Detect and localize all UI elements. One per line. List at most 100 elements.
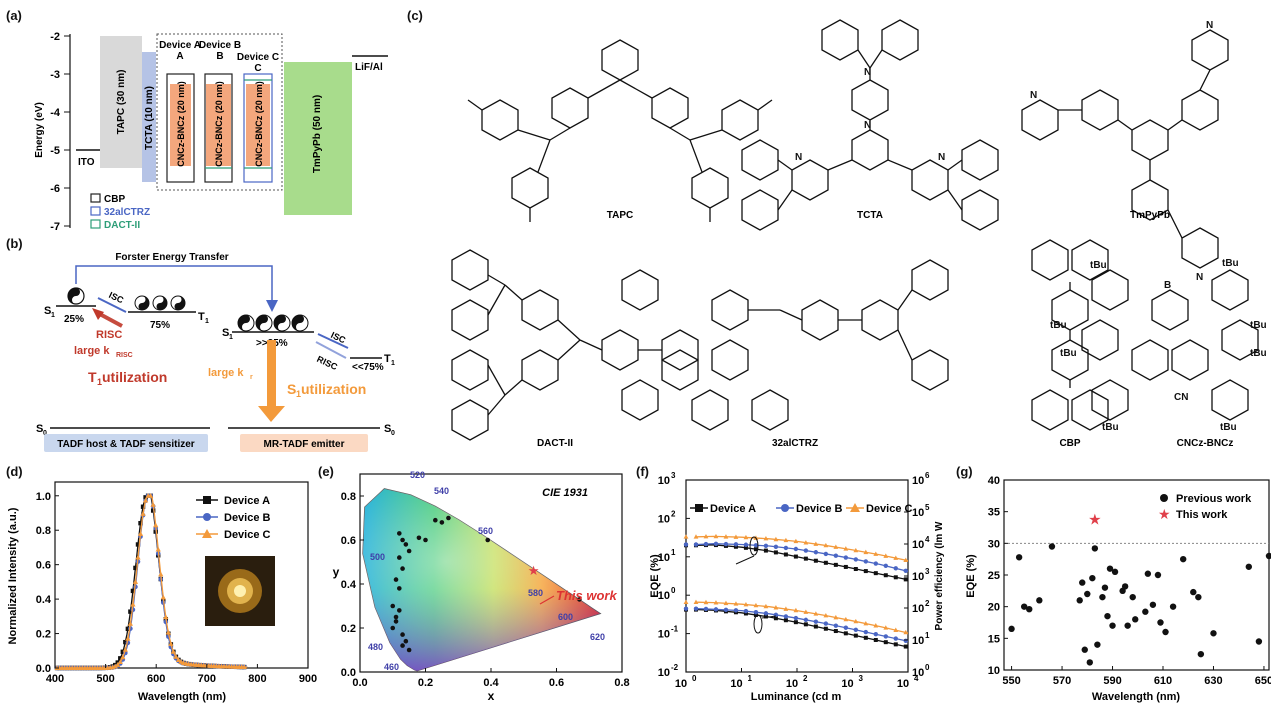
y2-tick-label: 10 (912, 539, 924, 551)
cie-point (406, 548, 412, 554)
large-krisc: large k (74, 345, 110, 357)
svg-text:580: 580 (528, 588, 543, 598)
data-point (843, 564, 848, 569)
emitter-c-label: CNCz-BNCz (20 nm) (254, 81, 264, 167)
cie-point (400, 537, 405, 543)
y-tick-label: 25 (988, 570, 1000, 582)
data-point (155, 546, 161, 552)
cie-point (403, 542, 409, 547)
svg-text:A: A (176, 51, 183, 62)
data-point (803, 622, 808, 627)
y-tick-label: 10 (658, 552, 670, 564)
data-point (693, 542, 699, 547)
s1-utilization: S (287, 381, 296, 397)
svg-text:tBu: tBu (1220, 422, 1237, 433)
x-tick-exp: 1 (748, 674, 753, 683)
data-point (142, 497, 149, 503)
y2-tick-exp: 1 (925, 631, 930, 640)
data-point (773, 550, 778, 555)
data-point (903, 629, 909, 635)
x-tick-label: 10 (897, 678, 909, 690)
data-point (763, 535, 769, 541)
legend-device-c: Device C (224, 529, 271, 541)
previous-work-point (1008, 625, 1015, 633)
emitter-b-label: CNCz-BNCz (20 nm) (214, 81, 224, 167)
data-point (793, 615, 799, 621)
data-point (122, 646, 128, 652)
y-tick-label: 1.0 (36, 491, 51, 503)
cie-point (416, 535, 422, 541)
y2-tick-exp: 0 (925, 663, 930, 672)
data-point (853, 547, 859, 553)
svg-text:RISC: RISC (116, 352, 133, 359)
y-tick-label: 0.6 (341, 535, 356, 547)
tick-label: -2 (50, 31, 60, 43)
x-tick-label: 800 (248, 673, 266, 685)
data-point (135, 542, 141, 547)
previous-work-point (1197, 650, 1205, 658)
data-point (120, 654, 126, 660)
x-tick-label: 500 (96, 673, 114, 685)
y2-tick-label: 10 (912, 603, 924, 615)
previous-work-point (1210, 630, 1217, 637)
svg-text:tBu: tBu (1250, 348, 1267, 359)
svg-text:1: 1 (296, 389, 301, 399)
data-point (165, 629, 171, 635)
previous-work-point (1129, 593, 1136, 601)
f-ylabel-left: EQE (%) (649, 554, 661, 598)
data-point (773, 536, 779, 542)
cie-point (390, 625, 396, 631)
y-tick-exp: 2 (671, 509, 676, 518)
data-point (743, 611, 748, 616)
data-point (713, 600, 719, 605)
y-tick-label: 40 (988, 475, 1000, 487)
data-point (833, 614, 839, 620)
data-point (853, 567, 858, 572)
data-point (158, 571, 164, 577)
device-a-label: Device A (159, 40, 201, 51)
cie-point (400, 632, 405, 637)
data-point (863, 569, 868, 574)
data-point (773, 605, 779, 610)
y2-tick-exp: 2 (925, 599, 930, 608)
x-tick-label: 10 (675, 678, 687, 690)
svg-text:1: 1 (51, 312, 55, 319)
s0-left: S (36, 423, 43, 435)
energy-axis-ticks: -2 -3 -4 -5 -6 -7 (50, 31, 70, 232)
x-tick-label: 610 (1154, 675, 1172, 687)
data-point (753, 543, 759, 548)
data-point (173, 653, 179, 659)
y2-tick-exp: 5 (925, 503, 930, 512)
cncz-bncz-structure (1081, 269, 1259, 421)
data-point (903, 577, 908, 582)
y-tick-label: 0.4 (36, 594, 52, 606)
y-tick-label: 10 (658, 629, 670, 641)
cie-point (393, 577, 399, 582)
name-tmpypb: TmPyPb (1130, 210, 1170, 221)
tmpypb-layer (284, 62, 352, 215)
previous-work-point (1169, 603, 1177, 610)
data-point (175, 657, 182, 662)
ito-label: ITO (78, 157, 95, 168)
eqe-luminance-chart: 10 0 10 1 10 2 10 3 10 410 310 210 110 010 -110 -210 610… (649, 471, 945, 703)
data-point (873, 623, 879, 628)
x-tick-label: 0.8 (614, 677, 629, 689)
data-point (853, 627, 859, 633)
data-point (112, 663, 118, 669)
data-point (813, 624, 818, 629)
data-point (703, 606, 709, 612)
data-point (813, 611, 819, 616)
svg-text:1: 1 (391, 360, 395, 367)
previous-work-point (1089, 574, 1096, 582)
y-tick-label: 0.4 (341, 579, 357, 591)
data-point (893, 555, 899, 560)
cie-point (397, 608, 402, 613)
data-point (853, 618, 859, 624)
x-tick-label: 10 (730, 678, 742, 690)
x-tick-label: 570 (1053, 675, 1071, 687)
previous-work-point (1154, 571, 1162, 579)
previous-work-point (1076, 597, 1083, 604)
data-point (873, 637, 878, 642)
g-xlabel: Wavelength (nm) (1092, 691, 1181, 703)
previous-work-point (1101, 584, 1109, 591)
